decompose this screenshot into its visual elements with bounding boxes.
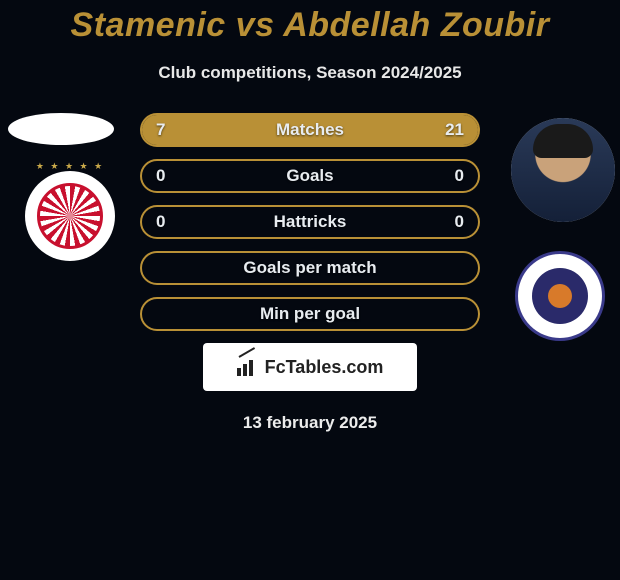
stat-bar: 7Matches21 <box>140 113 480 147</box>
stat-label: Min per goal <box>142 304 478 324</box>
branding-text: FcTables.com <box>265 357 384 378</box>
stat-bar: Goals per match <box>140 251 480 285</box>
stat-right-value: 0 <box>455 166 464 186</box>
stat-label: Hattricks <box>142 212 478 232</box>
player2-name: Abdellah Zoubir <box>283 6 549 44</box>
stat-bar: 0Goals0 <box>140 159 480 193</box>
player2-club-badge <box>515 251 605 341</box>
comparison-content: ★ ★ ★ ★ ★ 7Matches210Goals00Hattricks0Go… <box>0 113 620 433</box>
comparison-date: 13 february 2025 <box>0 413 620 433</box>
stat-bar: Min per goal <box>140 297 480 331</box>
vs-text: vs <box>236 6 275 44</box>
branding-badge: FcTables.com <box>203 343 417 391</box>
chart-icon <box>237 358 259 376</box>
player2-avatar <box>511 118 615 222</box>
stat-bars: 7Matches210Goals00Hattricks0Goals per ma… <box>140 113 480 331</box>
player1-name: Stamenic <box>71 6 226 44</box>
subtitle: Club competitions, Season 2024/2025 <box>0 63 620 83</box>
stat-label: Matches <box>142 120 478 140</box>
player1-avatar <box>8 113 114 145</box>
stat-right-value: 21 <box>445 120 464 140</box>
stat-bar: 0Hattricks0 <box>140 205 480 239</box>
stat-label: Goals <box>142 166 478 186</box>
comparison-title: Stamenic vs Abdellah Zoubir <box>0 0 620 45</box>
stat-right-value: 0 <box>455 212 464 232</box>
stat-label: Goals per match <box>142 258 478 278</box>
player1-club-badge: ★ ★ ★ ★ ★ <box>25 171 115 261</box>
club-stars-icon: ★ ★ ★ ★ ★ <box>25 161 115 172</box>
